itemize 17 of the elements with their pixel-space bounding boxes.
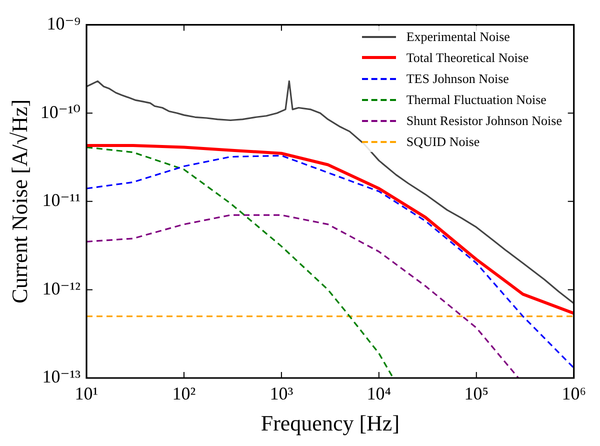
x-tick-label: 10⁶: [562, 384, 586, 404]
legend-label: Experimental Noise: [406, 28, 510, 46]
legend-label: Shunt Resistor Johnson Noise: [406, 112, 562, 130]
legend-label: Total Theoretical Noise: [406, 49, 529, 67]
y-tick-label: 10⁻¹¹: [42, 190, 81, 210]
y-tick-label: 10⁻¹⁰: [40, 102, 81, 122]
legend-label: Thermal Fluctuation Noise: [406, 91, 546, 109]
y-axis-title: Current Noise [A/√Hz]: [6, 99, 32, 304]
x-tick-label: 10²: [172, 384, 196, 404]
y-tick-label: 10⁻⁹: [46, 14, 81, 34]
x-axis-title: Frequency [Hz]: [260, 410, 400, 436]
legend-label: TES Johnson Noise: [406, 70, 509, 88]
x-tick-label: 10³: [270, 384, 294, 404]
x-tick-label: 10⁵: [464, 384, 489, 404]
legend-label: SQUID Noise: [406, 133, 480, 151]
x-tick-label: 10⁴: [366, 384, 392, 404]
y-tick-label: 10⁻¹²: [42, 278, 81, 298]
